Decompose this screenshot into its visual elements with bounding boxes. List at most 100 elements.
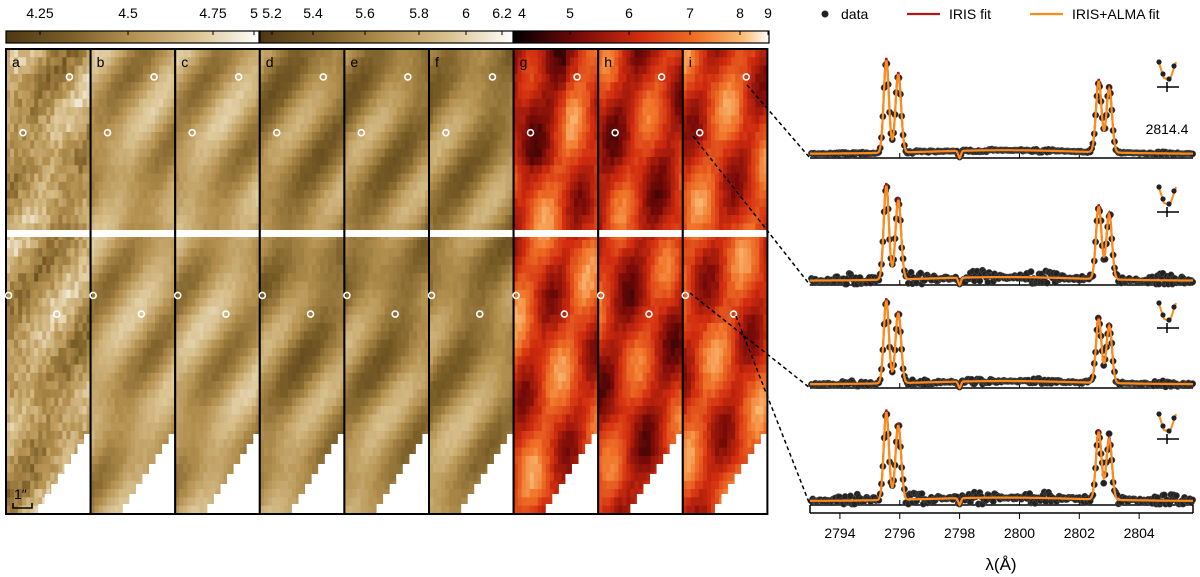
- map-pixel: [195, 66, 200, 75]
- map-pixel: [79, 398, 84, 407]
- map-pixel: [224, 356, 229, 365]
- map-pixel: [203, 257, 208, 266]
- map-pixel: [207, 207, 212, 216]
- map-pixel: [10, 456, 15, 465]
- map-pixel: [74, 66, 79, 75]
- map-pixel: [10, 82, 15, 91]
- map-pixel: [296, 174, 301, 183]
- map-pixel: [199, 472, 204, 481]
- map-pixel: [103, 472, 108, 481]
- map-pixel: [348, 74, 353, 83]
- map-pixel: [107, 215, 112, 224]
- map-pixel: [107, 431, 112, 440]
- map-pixel: [18, 365, 23, 374]
- map-pixel: [103, 290, 108, 299]
- map-pixel: [183, 257, 188, 266]
- map-pixel: [14, 140, 19, 149]
- map-pixel: [421, 91, 426, 100]
- map-pixel: [58, 190, 63, 199]
- map-pixel: [332, 49, 337, 58]
- map-pixel: [46, 348, 51, 357]
- map-pixel: [232, 66, 237, 75]
- map-pixel: [312, 373, 317, 382]
- map-pixel: [79, 298, 84, 307]
- map-pixel: [119, 124, 124, 133]
- map-pixel: [215, 215, 220, 224]
- map-pixel: [54, 282, 59, 291]
- map-pixel: [115, 448, 120, 457]
- map-pixel: [18, 140, 23, 149]
- map-pixel: [26, 439, 31, 448]
- map-pixel: [280, 124, 285, 133]
- map-pixel: [10, 431, 15, 440]
- map-pixel: [373, 49, 378, 58]
- map-pixel: [159, 414, 164, 423]
- map-pixel: [139, 49, 144, 58]
- map-pixel: [207, 157, 212, 166]
- map-pixel: [70, 157, 75, 166]
- map-pixel: [252, 373, 257, 382]
- map-pixel: [211, 282, 216, 291]
- map-pixel: [70, 149, 75, 158]
- map-pixel: [74, 406, 79, 415]
- map-pixel: [280, 306, 285, 315]
- map-pixel: [79, 290, 84, 299]
- map-pixel: [95, 456, 100, 465]
- map-pixel: [252, 348, 257, 357]
- map-pixel: [389, 91, 394, 100]
- map-pixel: [211, 115, 216, 124]
- map-pixel: [46, 91, 51, 100]
- map-pixel: [18, 91, 23, 100]
- map-pixel: [211, 273, 216, 282]
- map-pixel: [393, 107, 398, 116]
- map-pixel: [103, 257, 108, 266]
- map-pixel: [240, 398, 245, 407]
- map-pixel: [332, 315, 337, 324]
- map-pixel: [66, 273, 71, 282]
- map-pixel: [115, 49, 120, 58]
- map-pixel: [215, 66, 220, 75]
- map-pixel: [264, 257, 269, 266]
- map-pixel: [34, 356, 39, 365]
- data-gap: [6, 230, 91, 237]
- map-pixel: [30, 215, 35, 224]
- map-pixel: [284, 306, 289, 315]
- map-pixel: [215, 381, 220, 390]
- map-pixel: [328, 464, 333, 473]
- map-pixel: [18, 182, 23, 191]
- map-pixel: [127, 282, 132, 291]
- map-pixel: [38, 406, 43, 415]
- map-pixel: [26, 115, 31, 124]
- map-pixel: [179, 190, 184, 199]
- map-pixel: [179, 439, 184, 448]
- map-pixel: [240, 182, 245, 191]
- map-pixel: [280, 149, 285, 158]
- map-pixel: [179, 497, 184, 506]
- map-pixel: [95, 91, 100, 100]
- map-pixel: [74, 431, 79, 440]
- map-pixel: [107, 290, 112, 299]
- map-pixel: [74, 472, 79, 481]
- map-pixel: [143, 182, 148, 191]
- map-pixel: [240, 248, 245, 257]
- map-pixel: [54, 273, 59, 282]
- map-pixel: [127, 273, 132, 282]
- map-pixel: [167, 331, 172, 340]
- map-pixel: [312, 431, 317, 440]
- map-pixel: [236, 381, 241, 390]
- map-pixel: [232, 82, 237, 91]
- map-pixel: [215, 140, 220, 149]
- map-pixel: [236, 115, 241, 124]
- map-pixel: [191, 456, 196, 465]
- map-pixel: [99, 431, 104, 440]
- map-pixel: [115, 472, 120, 481]
- map-pixel: [292, 489, 297, 498]
- map-pixel: [147, 365, 152, 374]
- map-pixel: [131, 265, 136, 274]
- map-pixel: [284, 198, 289, 207]
- map-pixel: [62, 198, 67, 207]
- map-pixel: [183, 149, 188, 158]
- map-pixel: [127, 356, 132, 365]
- map-pixel: [159, 265, 164, 274]
- map-pixel: [284, 174, 289, 183]
